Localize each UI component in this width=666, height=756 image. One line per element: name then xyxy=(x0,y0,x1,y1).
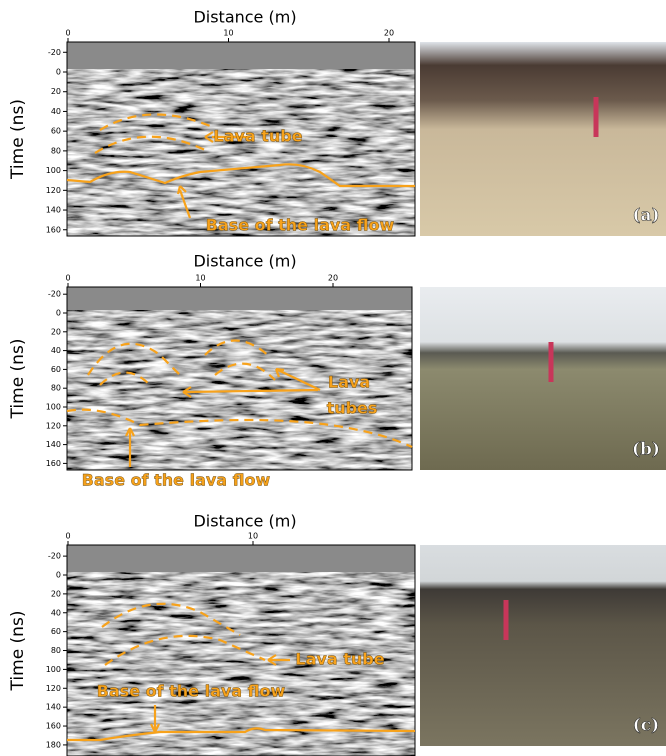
x-axis-label: Distance (m) xyxy=(193,252,296,271)
annotation: Base of the lava flow xyxy=(206,216,395,235)
photo: (b) xyxy=(420,287,666,470)
y-axis-label: Time (ns) xyxy=(8,339,28,420)
photo-background xyxy=(420,42,666,236)
y-tick-label: 60 xyxy=(51,627,61,636)
x-tick-label: 20 xyxy=(328,274,338,283)
y-tick-label: 120 xyxy=(46,186,61,195)
panel: Distance (m) Time (ns) 0 10 20 -20 0 20 40 60 80 10… xyxy=(8,8,666,237)
y-tick-label: 140 xyxy=(46,440,61,449)
y-tick-label: 20 xyxy=(51,87,61,96)
y-tick-label: 0 xyxy=(56,68,61,77)
x-axis-label: Distance (m) xyxy=(193,8,296,27)
y-tick-label: 60 xyxy=(51,127,61,136)
y-tick-label: 140 xyxy=(46,703,61,712)
y-tick-label: 160 xyxy=(46,459,61,468)
panel: Distance (m) Time (ns) 0 10 20 -20 0 20 40 60 80 10… xyxy=(8,252,666,490)
y-tick-label: 140 xyxy=(46,206,61,215)
air-band xyxy=(67,42,415,69)
y-tick-label: 0 xyxy=(56,309,61,318)
x-tick-label: 20 xyxy=(384,29,394,38)
y-tick-label: 120 xyxy=(46,684,61,693)
y-tick-label: 0 xyxy=(56,571,61,580)
x-tick-label: 0 xyxy=(65,29,70,38)
y-axis-label: Time (ns) xyxy=(8,611,28,692)
photo-label: (a) xyxy=(632,206,659,226)
y-tick-label: 40 xyxy=(51,107,61,116)
y-tick-label: 60 xyxy=(51,365,61,374)
y-tick-label: 80 xyxy=(51,384,61,393)
x-tick-label: 0 xyxy=(65,532,70,541)
air-band xyxy=(67,545,415,572)
photo: (c) xyxy=(420,545,666,746)
annotation: Base of the lava flow xyxy=(97,682,286,701)
photo-background xyxy=(420,287,666,470)
y-tick-label: 100 xyxy=(46,403,61,412)
y-tick-label: 180 xyxy=(46,740,61,749)
photo-label: (c) xyxy=(633,716,659,736)
x-tick-label: 10 xyxy=(223,29,233,38)
photo: (a) xyxy=(420,42,666,236)
x-tick-label: 0 xyxy=(65,274,70,283)
y-tick-label: 20 xyxy=(51,589,61,598)
y-tick-label: 20 xyxy=(51,327,61,336)
x-tick-label: 10 xyxy=(195,274,205,283)
annotation: tubes xyxy=(327,399,378,418)
y-tick-label: -20 xyxy=(48,48,61,57)
annotation: Base of the lava flow xyxy=(82,471,271,490)
panel: Distance (m) Time (ns) 0 10 -20 0 20 40 60 80 100 1… xyxy=(8,512,666,756)
y-tick-label: 40 xyxy=(51,608,61,617)
photo-background xyxy=(420,545,666,746)
y-tick-label: 160 xyxy=(46,225,61,234)
y-tick-label: 40 xyxy=(51,346,61,355)
annotation: Lava xyxy=(328,373,370,392)
y-tick-label: -20 xyxy=(48,552,61,561)
y-tick-label: 120 xyxy=(46,421,61,430)
annotation: Lava tube xyxy=(295,650,384,669)
photo-label: (b) xyxy=(632,440,660,460)
y-tick-label: -20 xyxy=(48,290,61,299)
y-tick-label: 80 xyxy=(51,646,61,655)
y-tick-label: 80 xyxy=(51,146,61,155)
y-tick-label: 160 xyxy=(46,722,61,731)
figure: Distance (m) Time (ns) 0 10 20 -20 0 20 40 60 80 10… xyxy=(0,0,666,756)
air-band xyxy=(67,287,412,310)
y-axis-label: Time (ns) xyxy=(8,99,28,180)
y-tick-label: 100 xyxy=(46,665,61,674)
x-tick-label: 10 xyxy=(248,532,258,541)
y-tick-label: 100 xyxy=(46,166,61,175)
annotation: Lava tube xyxy=(213,127,302,146)
x-axis-label: Distance (m) xyxy=(193,512,296,531)
